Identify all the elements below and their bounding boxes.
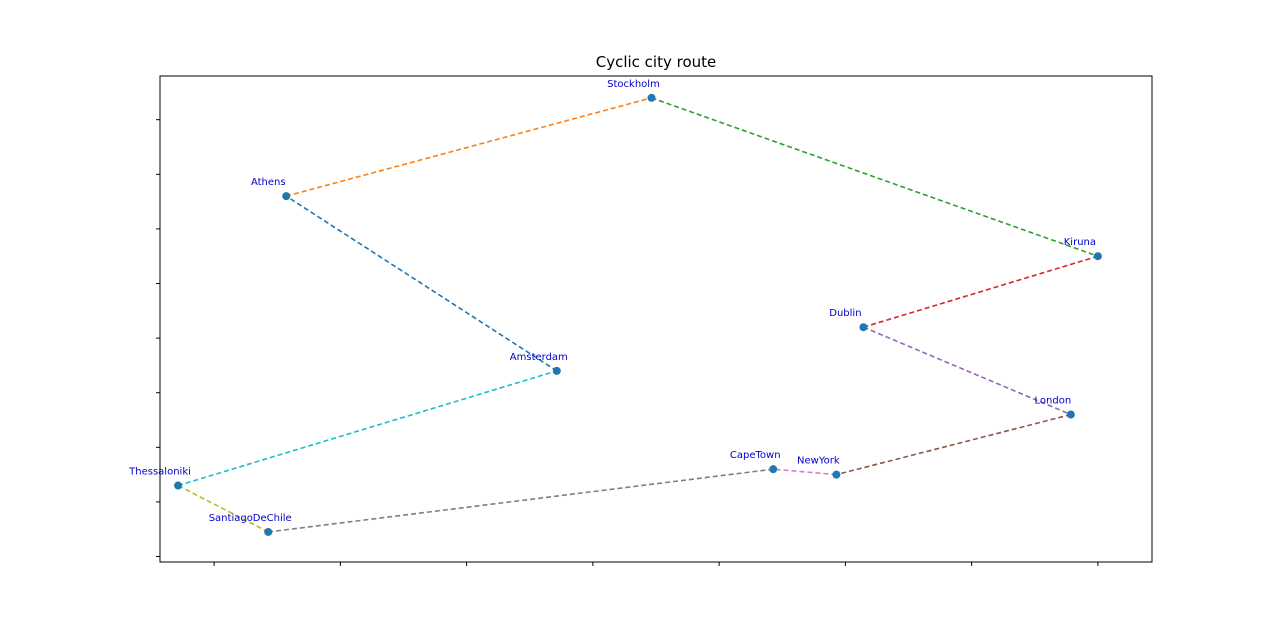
city-label: Thessaloniki [128, 467, 191, 478]
city-label: London [1035, 396, 1072, 407]
route-segment [651, 97, 1099, 257]
y-axis-ticks [156, 119, 160, 558]
city-markers [174, 93, 1102, 536]
city-marker [1066, 410, 1075, 419]
city-marker [174, 481, 183, 490]
city-marker [264, 527, 273, 536]
city-label: Stockholm [607, 79, 660, 90]
city-marker [859, 323, 868, 332]
chart-title: Cyclic city route [596, 53, 717, 71]
plot-area [159, 75, 1153, 563]
city-label: Amsterdam [510, 352, 568, 363]
city-marker [282, 192, 291, 201]
route-segment [773, 468, 837, 476]
route-segment [286, 97, 652, 197]
route-segment [863, 255, 1099, 328]
city-marker [832, 470, 841, 479]
route-segment [268, 468, 774, 533]
x-axis-ticks [213, 562, 1099, 566]
route-segment [863, 326, 1072, 416]
city-label: Dublin [829, 308, 861, 319]
route-segment [177, 484, 269, 533]
route-segment [285, 195, 558, 372]
route-segment [836, 413, 1072, 476]
city-marker [647, 93, 656, 102]
route-segment [177, 370, 558, 487]
city-marker [1093, 252, 1102, 261]
city-labels: Amsterdam Athens Stockholm Kiruna Dublin Lond… [128, 79, 1096, 524]
city-label: Kiruna [1064, 237, 1096, 248]
city-label: Athens [251, 177, 286, 188]
city-marker [552, 366, 561, 375]
city-label: NewYork [797, 456, 840, 467]
city-marker [769, 465, 778, 474]
route-segments [177, 97, 1099, 533]
city-label: SantiagoDeChile [209, 513, 292, 524]
city-label: CapeTown [730, 450, 781, 461]
